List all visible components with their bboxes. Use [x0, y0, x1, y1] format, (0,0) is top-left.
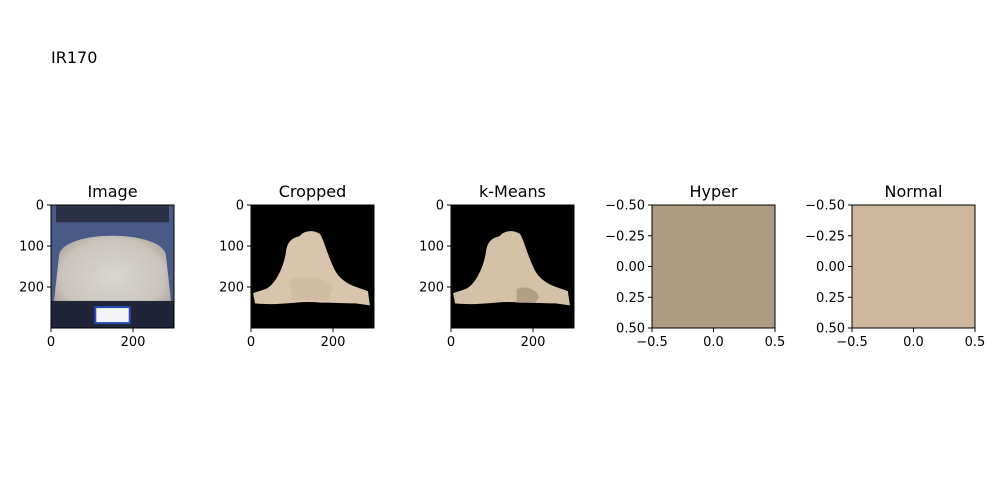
y-tick-label: 0.50: [816, 322, 845, 337]
y-tick-label: −0.50: [605, 199, 645, 214]
y-tick-label: 0.25: [616, 291, 645, 306]
y-tick-label: −0.25: [605, 229, 645, 244]
skin-shade: [289, 276, 333, 301]
x-tick-label: 0.5: [765, 335, 786, 350]
color-swatch: [652, 205, 775, 328]
y-tick-label: 200: [219, 281, 244, 296]
y-tick-label: 0: [36, 199, 44, 214]
x-tick-label: −0.5: [636, 335, 668, 350]
panel-title: Normal: [885, 182, 943, 201]
x-tick-label: 0.0: [703, 335, 724, 350]
y-tick-label: 0.50: [616, 322, 645, 337]
hair-region: [56, 205, 169, 223]
y-tick-label: 0: [436, 199, 444, 214]
image-content: [251, 205, 374, 328]
panel-normal: Normal −0.5 0.0 0.5 −0.50 −0.25 0.00 0.25 0.50: [805, 182, 985, 350]
y-tick-label: 100: [19, 240, 44, 255]
x-tick-label: 0: [47, 335, 55, 350]
y-tick-label: 0.00: [616, 260, 645, 275]
hyper-cluster: [516, 287, 540, 303]
panel-title: k-Means: [479, 182, 546, 201]
x-tick-label: 200: [321, 335, 346, 350]
color-swatch: [852, 205, 975, 328]
x-tick-label: −0.5: [836, 335, 868, 350]
y-tick-label: 200: [419, 281, 444, 296]
x-tick-label: 0: [447, 335, 455, 350]
x-tick-label: 0.0: [903, 335, 924, 350]
image-content: [51, 205, 174, 328]
y-tick-label: 100: [419, 240, 444, 255]
y-tick-label: 200: [19, 281, 44, 296]
panel-hyper: Hyper −0.5 0.0 0.5 −0.50 −0.25 0.00 0.25 0.50: [605, 182, 785, 350]
image-content: [451, 205, 574, 328]
panel-k-means: k-Means 0 200 0 100 200: [419, 182, 575, 350]
x-tick-label: 200: [521, 335, 546, 350]
x-tick-label: 0: [247, 335, 255, 350]
axes-frame: [250, 204, 375, 329]
axes-frame: [450, 204, 575, 329]
panel-title: Cropped: [279, 182, 347, 201]
skin-region: [253, 231, 370, 306]
y-tick-label: 100: [219, 240, 244, 255]
label-card: [94, 306, 131, 325]
panel-title: Image: [87, 182, 137, 201]
y-tick-label: −0.25: [805, 229, 845, 244]
y-tick-label: 0.25: [816, 291, 845, 306]
y-tick-label: 0.00: [816, 260, 845, 275]
x-tick-label: 0.5: [965, 335, 986, 350]
y-tick-label: 0: [236, 199, 244, 214]
skin-region: [453, 231, 570, 306]
panel-title: Hyper: [689, 182, 738, 201]
axes-frame: [50, 204, 175, 329]
panel-image: Image 0 200 0 100 200: [19, 182, 175, 350]
x-tick-label: 200: [121, 335, 146, 350]
y-tick-label: −0.50: [805, 199, 845, 214]
panel-cropped: Cropped 0 200 0 100 200: [219, 182, 375, 350]
figure-suptitle: IR170: [51, 48, 98, 67]
